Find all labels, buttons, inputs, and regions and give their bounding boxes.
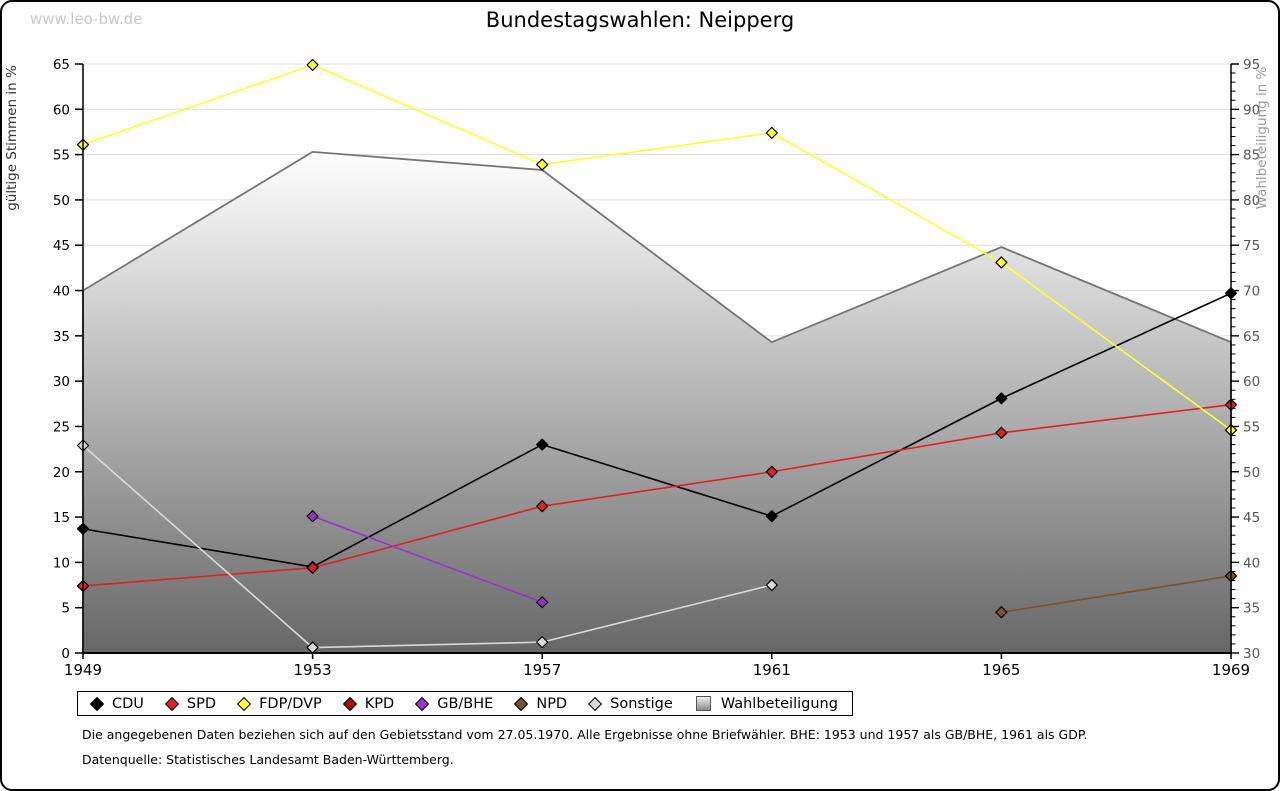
marker-spd — [306, 561, 319, 574]
marker-fdp-dvp — [995, 256, 1008, 269]
legend-item-fdp-dvp: FDP/DVP — [236, 695, 322, 712]
tick-label-left: 20 — [53, 465, 70, 481]
marker-cdu — [536, 438, 549, 451]
tick-label-right: 50 — [1243, 465, 1260, 481]
legend-label: KPD — [364, 695, 395, 712]
series-line-fdp-dvp — [82, 64, 1232, 431]
tick-label-left: 35 — [53, 329, 70, 345]
tick-label-right: 60 — [1243, 374, 1260, 390]
legend-marker-diamond — [415, 696, 430, 711]
legend-label: CDU — [112, 695, 144, 712]
area-wahlbeteiligung — [82, 150, 1232, 654]
x-axis-label: 1969 — [1212, 661, 1250, 679]
legend-marker-diamond — [164, 696, 179, 711]
x-axis-label: 1965 — [982, 661, 1020, 679]
x-axis-label: 1953 — [294, 661, 332, 679]
tick-label-right: 90 — [1243, 102, 1260, 118]
tick-label-right: 85 — [1243, 148, 1260, 164]
series-line-spd — [82, 403, 1232, 587]
series-line-sonstige — [82, 444, 772, 649]
tick-label-right: 30 — [1243, 646, 1260, 662]
x-axis-label: 1957 — [523, 661, 561, 679]
tick-label-right: 75 — [1243, 238, 1260, 254]
page-title: Bundestagswahlen: Neipperg — [485, 8, 795, 32]
legend-label: GB/BHE — [437, 695, 494, 712]
marker-sonstige — [536, 636, 549, 649]
tick-label-right: 55 — [1243, 419, 1260, 435]
legend-marker-diamond — [342, 696, 357, 711]
legend-item-kpd: KPD — [342, 695, 395, 712]
watermark: www.leo-bw.de — [30, 10, 143, 28]
marker-fdp-dvp — [536, 158, 549, 171]
marker-gb-bhe — [536, 596, 549, 609]
legend-label: Sonstige — [610, 695, 673, 712]
tick-label-left: 45 — [53, 238, 70, 254]
legend-label: SPD — [186, 695, 217, 712]
note-datenquelle: Datenquelle: Statistisches Landesamt Bad… — [82, 752, 454, 767]
legend-marker-diamond — [89, 696, 105, 711]
legend-item-spd: SPD — [164, 695, 217, 712]
series-line-gb-bhe — [312, 515, 543, 604]
right-axis-title: Wahlbeteiligung in % — [1254, 66, 1270, 209]
tick-label-left: 65 — [53, 57, 70, 73]
tick-label-left: 55 — [53, 148, 70, 164]
series-line-cdu — [82, 292, 1232, 568]
marker-gb-bhe — [306, 510, 319, 523]
legend-marker-diamond — [588, 696, 603, 711]
series-line-npd — [1001, 575, 1232, 614]
legend-item-gb-bhe: GB/BHE — [415, 695, 494, 712]
tick-label-right: 45 — [1243, 510, 1260, 526]
tick-label-left: 60 — [53, 102, 70, 118]
tick-label-right: 70 — [1243, 284, 1260, 300]
note-gebietsstand: Die angegebenen Daten beziehen sich auf … — [82, 727, 1088, 742]
marker-fdp-dvp — [306, 58, 319, 72]
tick-label-left: 10 — [53, 555, 70, 571]
legend-item-npd: NPD — [514, 695, 568, 712]
tick-label-left: 40 — [53, 284, 70, 300]
legend: CDU SPD FDP/DVP KPD GB/BHE NPD Sonstige Wahlbet… — [77, 691, 853, 716]
legend-marker-diamond — [236, 696, 252, 711]
tick-label-left: 15 — [53, 510, 70, 526]
marker-spd — [995, 426, 1008, 439]
tick-label-left: 50 — [53, 193, 70, 209]
legend-item-cdu: CDU — [89, 695, 144, 712]
tick-label-left: 25 — [53, 419, 70, 435]
tick-label-left: 30 — [53, 374, 70, 390]
legend-marker-square — [695, 696, 711, 711]
legend-label: Wahlbeteiligung — [720, 695, 838, 712]
tick-label-left: 0 — [61, 646, 70, 662]
legend-marker-diamond — [514, 696, 529, 711]
marker-cdu — [765, 510, 778, 523]
marker-fdp-dvp — [765, 126, 778, 139]
legend-label: NPD — [536, 695, 568, 712]
tick-label-right: 80 — [1243, 193, 1260, 209]
left-axis-title: gültige Stimmen in % — [4, 65, 20, 211]
marker-spd — [765, 465, 778, 478]
legend-label: FDP/DVP — [259, 695, 322, 712]
legend-item-sonstige: Sonstige — [588, 695, 673, 712]
marker-cdu — [995, 392, 1008, 405]
footnotes: Die angegebenen Daten beziehen sich auf … — [82, 728, 1087, 767]
tick-label-left: 5 — [61, 601, 70, 617]
election-line-chart: 0 5 10 15 20 25 30 35 40 45 50 55 60 65 30 35 40 45 50 55 60… — [4, 57, 1270, 679]
x-axis-label: 1961 — [753, 661, 791, 679]
legend-item-wahlbeteiligung: Wahlbeteiligung — [695, 695, 838, 712]
x-axis-label: 1949 — [64, 661, 102, 679]
marker-spd — [536, 500, 549, 513]
tick-label-right: 65 — [1243, 329, 1260, 345]
marker-npd — [995, 606, 1008, 619]
marker-sonstige — [765, 578, 778, 592]
tick-label-right: 40 — [1243, 555, 1260, 571]
tick-label-right: 95 — [1243, 57, 1260, 73]
tick-label-right: 35 — [1243, 601, 1260, 617]
